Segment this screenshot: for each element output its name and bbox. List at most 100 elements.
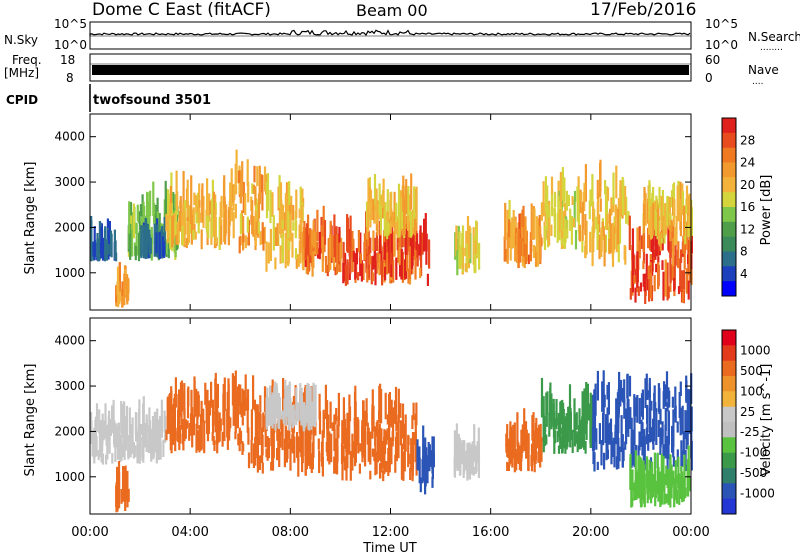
radar-echo-2 <box>211 432 214 441</box>
radar-echo-2 <box>137 232 141 262</box>
radar-echo-5 <box>369 431 372 465</box>
radar-echo-16 <box>669 213 672 226</box>
radar-echo-9 <box>561 436 564 454</box>
radar-echo-9 <box>585 414 588 440</box>
radar-echo-16 <box>666 196 669 218</box>
radar-echo-14 <box>611 222 614 258</box>
radar-echo-0 <box>132 442 135 459</box>
freq-tick-low: 8 <box>66 71 74 85</box>
radar-echo-15 <box>649 235 652 251</box>
radar-echo-4 <box>218 217 221 250</box>
radar-echo-14 <box>611 252 615 267</box>
radar-echo-7 <box>304 253 307 267</box>
radar-echo-3 <box>158 231 161 259</box>
radar-echo-5 <box>257 202 260 238</box>
colorbar-tick-label: 500 <box>740 364 763 378</box>
radar-echo-4 <box>277 417 280 428</box>
radar-echo-5 <box>356 417 359 445</box>
radar-echo-16 <box>668 196 671 220</box>
radar-echo-10 <box>621 450 624 467</box>
radar-echo-5 <box>411 432 415 470</box>
radar-echo-11 <box>634 450 637 484</box>
radar-echo-8 <box>373 237 376 261</box>
radar-echo-10 <box>596 370 599 401</box>
colorbar-frame <box>721 117 737 297</box>
radar-echo-14 <box>588 200 591 220</box>
radar-echo-2 <box>188 429 191 441</box>
radar-echo-12 <box>529 241 532 260</box>
radar-echo-5 <box>374 426 377 447</box>
radar-echo-2 <box>207 400 210 434</box>
radar-echo-15 <box>637 286 640 296</box>
radar-echo-15 <box>666 262 669 301</box>
radar-echo-0 <box>113 426 116 445</box>
radar-echo-10 <box>654 402 657 410</box>
radar-echo-6 <box>431 442 434 480</box>
radar-echo-0 <box>101 453 105 465</box>
radar-echo-16 <box>690 207 693 236</box>
radar-echo-10 <box>688 389 691 418</box>
radar-echo-4 <box>307 421 311 431</box>
radar-echo-5 <box>333 456 336 474</box>
radar-echo-0 <box>90 421 93 435</box>
colorbar-tick-label: 8 <box>740 245 748 259</box>
radar-echo-15 <box>647 265 650 280</box>
radar-echo-2 <box>154 204 157 230</box>
time-axis-label: Time UT <box>362 541 416 554</box>
radar-echo-8 <box>517 442 520 464</box>
radar-echo-11 <box>669 454 672 489</box>
radar-echo-8 <box>537 451 540 463</box>
colorbar-swatch <box>722 221 736 238</box>
radar-echo-10 <box>619 383 622 407</box>
radar-echo-10 <box>661 421 664 437</box>
radar-echo-2 <box>234 431 237 440</box>
radar-echo-6 <box>285 206 288 239</box>
radar-echo-5 <box>242 182 245 213</box>
radar-echo-4 <box>194 231 197 240</box>
radar-echo-3 <box>143 232 146 258</box>
radar-echo-8 <box>378 246 381 276</box>
radar-echo-6 <box>279 182 283 212</box>
radar-echo-10 <box>456 238 459 276</box>
radar-echo-2 <box>196 395 199 412</box>
radar-echo-7 <box>307 234 310 271</box>
radar-echo-11 <box>647 486 650 500</box>
radar-echo-10 <box>645 427 648 445</box>
radar-echo-6 <box>428 449 431 472</box>
radar-echo-14 <box>597 193 600 221</box>
colorbar-tick-label: 24 <box>740 156 755 170</box>
radar-echo-3 <box>289 438 292 471</box>
radar-echo-5 <box>258 181 261 205</box>
radar-echo-10 <box>679 407 682 436</box>
radar-echo-2 <box>177 410 180 443</box>
radar-echo-6 <box>299 219 302 254</box>
radar-echo-5 <box>326 444 329 462</box>
radar-echo-6 <box>422 456 425 482</box>
radar-echo-3 <box>258 455 261 470</box>
radar-echo-16 <box>649 206 653 240</box>
radar-echo-8 <box>375 232 378 251</box>
radar-echo-7 <box>474 445 477 474</box>
radar-echo-1 <box>123 466 126 502</box>
radar-echo-15 <box>673 255 676 290</box>
nave-tick-low: 0 <box>705 71 713 85</box>
radar-echo-15 <box>655 263 658 273</box>
radar-echo-3 <box>298 411 301 434</box>
radar-echo-0 <box>107 416 110 437</box>
radar-echo-5 <box>231 207 234 222</box>
radar-echo-8 <box>383 242 386 260</box>
radar-echo-14 <box>619 180 622 217</box>
radar-echo-10 <box>685 375 688 402</box>
radar-echo-10 <box>650 427 653 442</box>
radar-echo-10 <box>601 381 604 412</box>
radar-echo-10 <box>646 390 649 400</box>
radar-echo-5 <box>415 441 418 453</box>
radar-echo-4 <box>273 386 276 418</box>
radar-echo-1 <box>127 488 130 502</box>
colorbar-tick-label: -25 <box>740 425 760 439</box>
radar-echo-10 <box>610 432 613 465</box>
radar-echo-8 <box>515 453 518 471</box>
radar-echo-14 <box>599 162 602 197</box>
nsearch-dots: ........ <box>760 43 783 53</box>
radar-echo-1 <box>116 479 119 498</box>
